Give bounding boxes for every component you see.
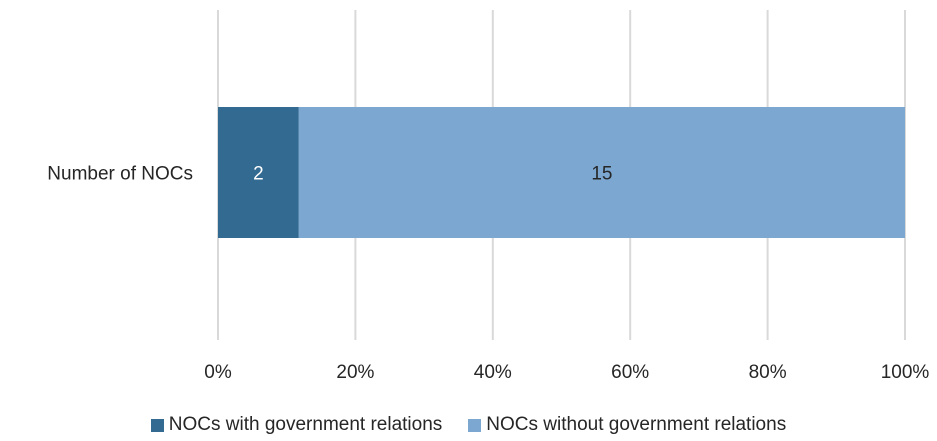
category-label: Number of NOCs (47, 164, 193, 185)
x-tick-label: 100% (881, 362, 930, 383)
data-label: 2 (253, 164, 264, 185)
legend-label-without-gov: NOCs without government relations (486, 414, 787, 435)
chart-area: 2 15 0% 20% 40% 60% 80% 100% Number of NOCs (47, 10, 929, 383)
legend-swatch-with-gov (150, 418, 164, 432)
legend-item-with-gov: NOCs with government relations (150, 414, 443, 436)
legend-swatch-without-gov (468, 418, 482, 432)
x-axis-tick-labels: 0% 20% 40% 60% 80% 100% (204, 362, 929, 383)
x-tick-label: 0% (204, 362, 232, 383)
x-tick-label: 20% (336, 362, 374, 383)
x-tick-label: 80% (749, 362, 787, 383)
legend-label-with-gov: NOCs with government relations (168, 414, 443, 435)
legend-item-without-gov: NOCs without government relations (468, 414, 786, 436)
bar-segment (298, 107, 906, 238)
x-tick-label: 60% (611, 362, 649, 383)
bar-segment (218, 107, 299, 238)
legend: NOCs with government relations NOCs with… (0, 410, 937, 440)
data-label: 15 (591, 164, 612, 185)
data-labels: 2 15 (253, 164, 612, 185)
category-labels: Number of NOCs (47, 164, 193, 185)
bar-group (218, 107, 906, 238)
x-tick-label: 40% (474, 362, 512, 383)
